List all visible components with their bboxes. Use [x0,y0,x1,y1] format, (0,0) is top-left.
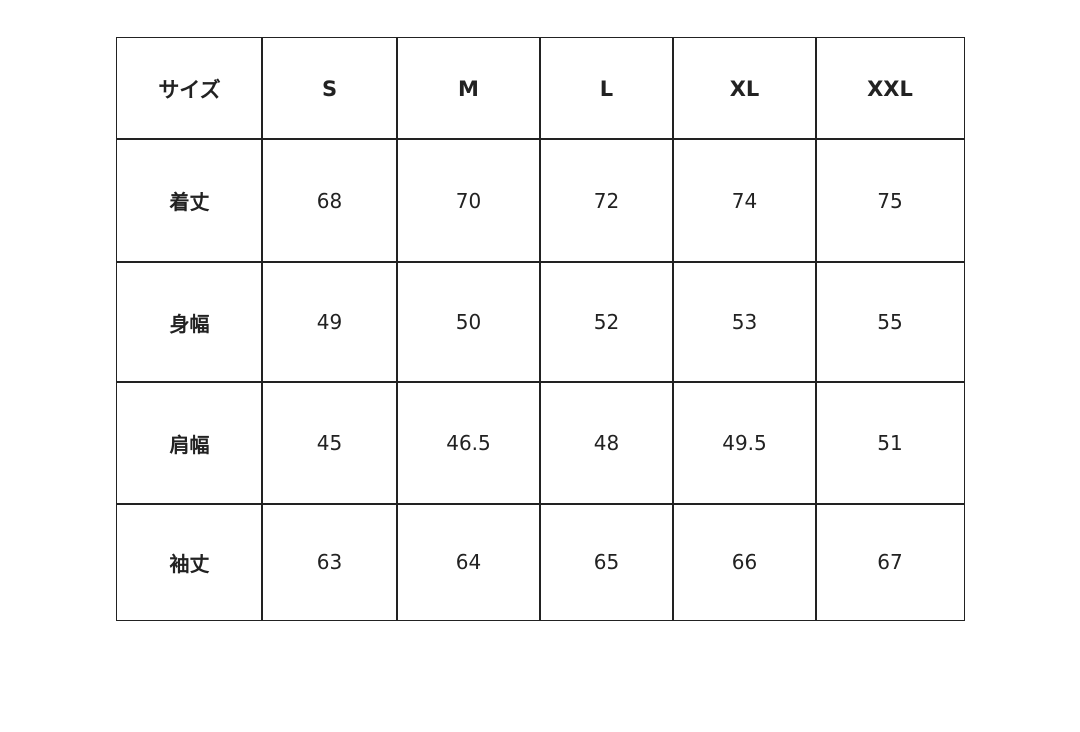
value-cell: 49 [261,261,398,383]
row-label: 身幅 [116,261,263,383]
header-cell: M [396,37,541,140]
row-label: 肩幅 [116,381,263,505]
header-cell: サイズ [116,37,263,140]
value-cell: 72 [539,138,674,263]
value-cell: 67 [815,503,965,621]
row-label: 着丈 [116,138,263,263]
header-cell: XL [672,37,817,140]
value-cell: 46.5 [396,381,541,505]
row-label: 袖丈 [116,503,263,621]
value-cell: 65 [539,503,674,621]
header-cell: L [539,37,674,140]
value-cell: 75 [815,138,965,263]
value-cell: 53 [672,261,817,383]
value-cell: 49.5 [672,381,817,505]
value-cell: 52 [539,261,674,383]
value-cell: 66 [672,503,817,621]
value-cell: 70 [396,138,541,263]
value-cell: 51 [815,381,965,505]
header-cell: S [261,37,398,140]
value-cell: 68 [261,138,398,263]
header-cell: XXL [815,37,965,140]
value-cell: 74 [672,138,817,263]
value-cell: 45 [261,381,398,505]
value-cell: 50 [396,261,541,383]
value-cell: 64 [396,503,541,621]
value-cell: 48 [539,381,674,505]
value-cell: 63 [261,503,398,621]
value-cell: 55 [815,261,965,383]
